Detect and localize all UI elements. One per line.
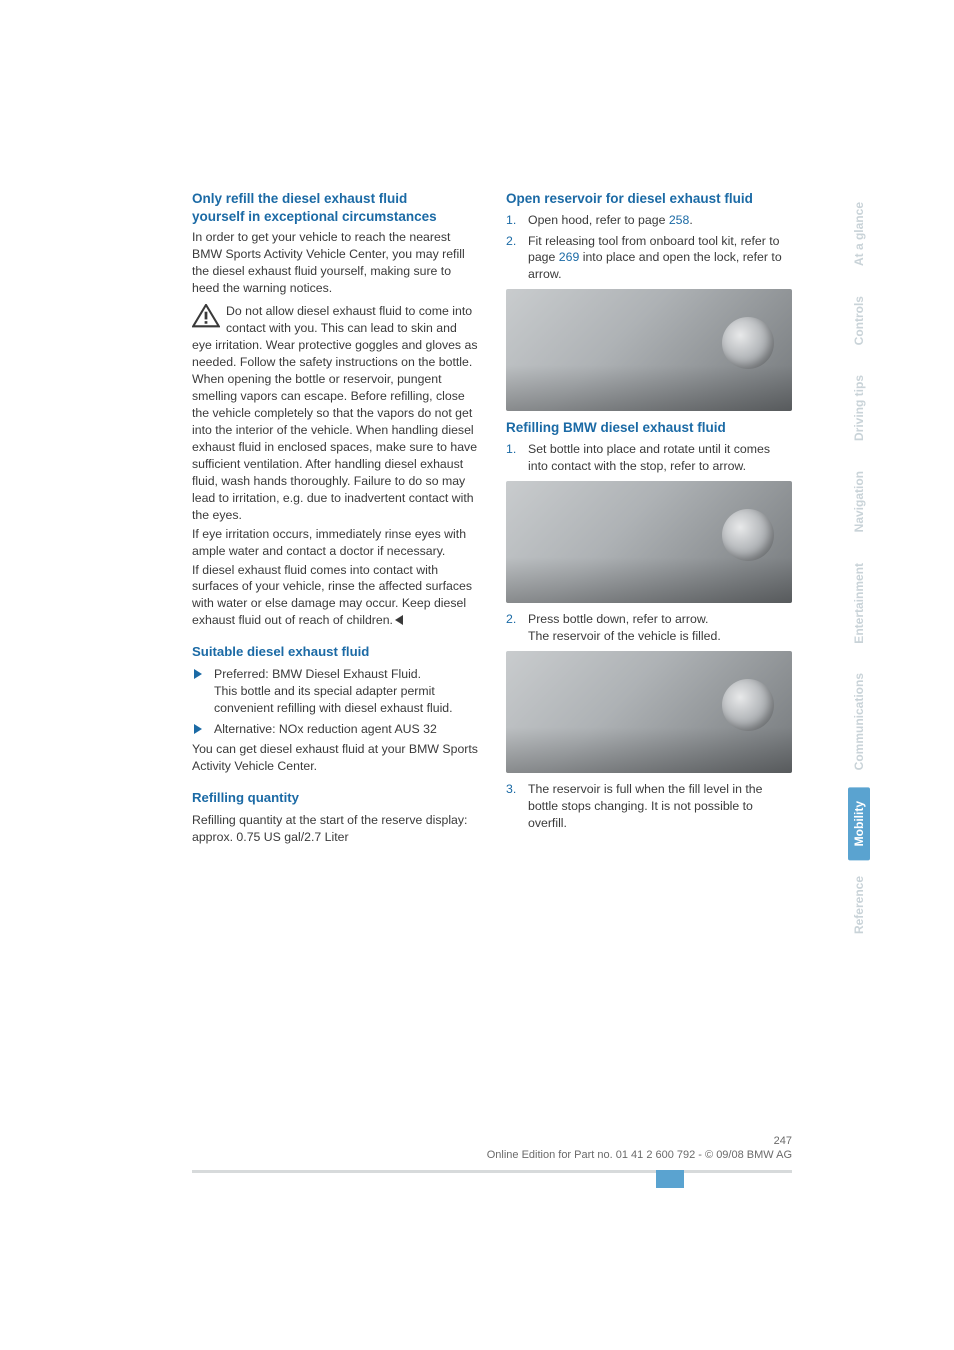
tab-entertainment[interactable]: Entertainment (848, 549, 870, 658)
footer-edition-line: Online Edition for Part no. 01 41 2 600 … (487, 1149, 792, 1161)
left-column: Only refill the diesel exhaust fluid you… (192, 190, 478, 848)
list-item: 2. Press bottle down, refer to arrow. Th… (506, 611, 792, 645)
step-number: 1. (506, 212, 516, 229)
content-columns: Only refill the diesel exhaust fluid you… (192, 190, 792, 848)
footer: 247 Online Edition for Part no. 01 41 2 … (192, 1135, 792, 1161)
heading-line: yourself in exceptional circumstances (192, 209, 437, 224)
end-marker-icon (395, 615, 403, 625)
warning-text: If eye irritation occurs, immediately ri… (192, 526, 478, 560)
page-ref-link[interactable]: 269 (559, 250, 580, 264)
bullet-triangle-icon (194, 724, 202, 734)
step-text: Press bottle down, refer to arrow. (528, 612, 708, 626)
warning-text: Do not allow diesel exhaust fluid to com… (192, 304, 478, 369)
step-text: Open hood, refer to page (528, 213, 669, 227)
list-item: 1. Set bottle into place and rotate unti… (506, 441, 792, 475)
tab-communications[interactable]: Communications (848, 659, 870, 784)
figure-open-reservoir (506, 289, 792, 411)
figure-press-bottle (506, 651, 792, 773)
step-number: 1. (506, 441, 516, 458)
heading-refilling-bmw: Refilling BMW diesel exhaust fluid (506, 419, 792, 437)
heading-open-reservoir: Open reservoir for diesel exhaust fluid (506, 190, 792, 208)
paragraph: You can get diesel exhaust fluid at your… (192, 741, 478, 775)
right-column: Open reservoir for diesel exhaust fluid … (506, 190, 792, 848)
heading-only-refill: Only refill the diesel exhaust fluid you… (192, 190, 478, 225)
step-number: 2. (506, 611, 516, 628)
list-item: 3. The reservoir is full when the fill l… (506, 781, 792, 832)
step-number: 2. (506, 233, 516, 250)
warning-block: Do not allow diesel exhaust fluid to com… (192, 303, 478, 371)
page: Only refill the diesel exhaust fluid you… (0, 0, 954, 1350)
paragraph: Refilling quantity at the start of the r… (192, 812, 478, 846)
step-text: The reservoir is full when the fill leve… (528, 782, 762, 830)
tab-mobility[interactable]: Mobility (848, 787, 870, 860)
heading-line: Only refill the diesel exhaust fluid (192, 191, 407, 206)
tab-controls[interactable]: Controls (848, 282, 870, 359)
numbered-list: 1. Open hood, refer to page 258. 2. Fit … (506, 212, 792, 284)
footer-bar (192, 1170, 792, 1173)
side-tabs: At a glance Controls Driving tips Naviga… (848, 188, 874, 950)
bullet-triangle-icon (194, 669, 202, 679)
warning-text: If diesel exhaust fluid comes into conta… (192, 562, 478, 630)
list-item-text: This bottle and its special adapter perm… (214, 684, 453, 715)
list-item: Alternative: NOx reduction agent AUS 32 (192, 721, 478, 738)
numbered-list: 2. Press bottle down, refer to arrow. Th… (506, 611, 792, 645)
intro-paragraph: In order to get your vehicle to reach th… (192, 229, 478, 297)
warning-text: When opening the bottle or reservoir, pu… (192, 371, 478, 524)
figure-set-bottle (506, 481, 792, 603)
step-text: . (689, 213, 692, 227)
list-item: 2. Fit releasing tool from onboard tool … (506, 233, 792, 284)
heading-suitable-fluid: Suitable diesel exhaust fluid (192, 643, 478, 661)
tab-at-a-glance[interactable]: At a glance (848, 188, 870, 280)
step-number: 3. (506, 781, 516, 798)
tab-reference[interactable]: Reference (848, 862, 870, 948)
list-item: 1. Open hood, refer to page 258. (506, 212, 792, 229)
list-item: Preferred: BMW Diesel Exhaust Fluid. Thi… (192, 666, 478, 717)
warning-text-body: If diesel exhaust fluid comes into conta… (192, 563, 472, 628)
page-ref-link[interactable]: 258 (669, 213, 690, 227)
heading-refilling-quantity: Refilling quantity (192, 789, 478, 807)
footer-rule (192, 1170, 792, 1173)
step-text: Set bottle into place and rotate until i… (528, 442, 770, 473)
numbered-list: 1. Set bottle into place and rotate unti… (506, 441, 792, 475)
tab-driving-tips[interactable]: Driving tips (848, 361, 870, 455)
bullet-list: Preferred: BMW Diesel Exhaust Fluid. Thi… (192, 666, 478, 738)
list-item-text: Alternative: NOx reduction agent AUS 32 (214, 722, 437, 736)
step-text: The reservoir of the vehicle is filled. (528, 629, 721, 643)
page-number: 247 (192, 1135, 792, 1147)
warning-triangle-icon (192, 304, 220, 328)
numbered-list: 3. The reservoir is full when the fill l… (506, 781, 792, 832)
list-item-text: Preferred: BMW Diesel Exhaust Fluid. (214, 667, 421, 681)
footer-accent-block (656, 1170, 684, 1188)
tab-navigation[interactable]: Navigation (848, 457, 870, 546)
